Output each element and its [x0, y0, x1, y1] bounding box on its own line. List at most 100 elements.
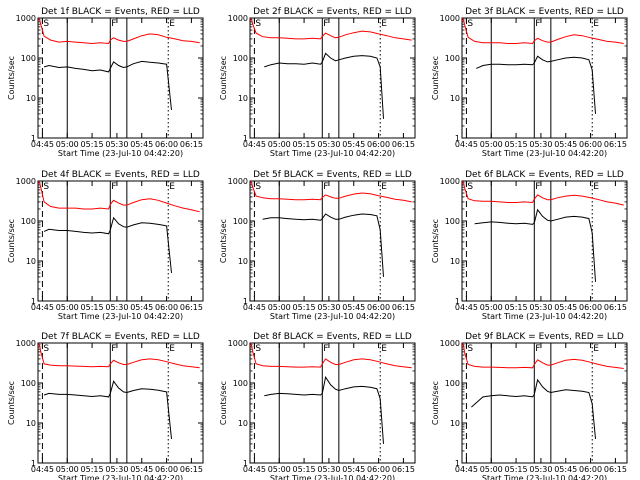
- panel-4-ytick-label: 100: [21, 217, 36, 226]
- panel-1-frame: [37, 17, 204, 139]
- panel-9-xtick-label: 06:15: [604, 465, 627, 474]
- panel-8-ytick-label: 1000: [228, 339, 248, 348]
- panel-3-xtick-label: 06:00: [579, 140, 602, 149]
- panel-9-marker-label: E: [593, 344, 599, 354]
- panel-6-frame: [461, 180, 628, 302]
- panel-4-xtick-label: 06:15: [180, 303, 203, 312]
- panel-7-ytick-label: 1: [31, 459, 36, 468]
- panel-7-series-lld: [38, 342, 200, 369]
- panel-8-ylabel: Counts/sec: [219, 381, 228, 425]
- panel-3-series-lld: [462, 17, 624, 45]
- panel-6-ytick-label: 10: [450, 257, 460, 266]
- panel-7-marker-label: F: [111, 344, 116, 354]
- panel-8-series-lld: [250, 342, 412, 369]
- panel-1-marker-label: S: [43, 19, 49, 29]
- panel-6-xtick-label: 06:15: [604, 303, 627, 312]
- panel-2-xlabel: Start Time (23-Jul-10 04:42:20): [270, 149, 395, 158]
- panel-3-xlabel: Start Time (23-Jul-10 04:42:20): [482, 149, 607, 158]
- panel-8-xtick-label: 06:15: [392, 465, 415, 474]
- panel-6-series-events: [474, 208, 596, 282]
- panel-5-xtick-label: 05:00: [268, 303, 291, 312]
- panel-9-frame: [461, 342, 628, 464]
- panel-7-marker-label: S: [43, 344, 49, 354]
- panel-5-frame: [249, 180, 416, 302]
- panel-7-frame: [37, 342, 204, 464]
- panel-8-marker-label: S: [255, 344, 261, 354]
- panel-8-xtick-label: 06:00: [367, 465, 390, 474]
- panel-2-xtick-label: 06:00: [367, 140, 390, 149]
- panel-2-xtick-label: 06:15: [392, 140, 415, 149]
- panel-2-marker-label: S: [255, 19, 261, 29]
- panel-3-frame: [461, 17, 628, 139]
- panel-7-xtick-label: 06:00: [155, 465, 178, 474]
- panel-6-marker-label: F: [535, 182, 540, 192]
- panel-8-ytick-label: 1: [243, 459, 248, 468]
- panel-4-xtick-label: 05:00: [56, 303, 79, 312]
- panel-7-ytick-label: 10: [26, 419, 36, 428]
- panel-7-xtick-label: 05:45: [130, 465, 153, 474]
- panel-5-ytick-label: 100: [233, 217, 248, 226]
- panel-7-xtick-label: 04:45: [31, 465, 54, 474]
- panel-3-ytick-label: 10: [450, 94, 460, 103]
- panel-8-xlabel: Start Time (23-Jul-10 04:42:20): [270, 474, 395, 480]
- panel-9-series-events: [471, 378, 596, 439]
- panel-1-ytick-label: 1000: [16, 14, 36, 23]
- panel-2-xtick-label: 05:15: [293, 140, 316, 149]
- panel-6-ylabel: Counts/sec: [431, 219, 440, 263]
- panel-4-xtick-label: 04:45: [31, 303, 54, 312]
- panel-1-xlabel: Start Time (23-Jul-10 04:42:20): [58, 149, 183, 158]
- panel-9-xlabel: Start Time (23-Jul-10 04:42:20): [482, 474, 607, 480]
- panel-8-frame: [249, 342, 416, 464]
- panel-3-xtick-label: 05:15: [505, 140, 528, 149]
- panel-8-xtick-label: 05:00: [268, 465, 291, 474]
- panel-1-series-lld: [38, 17, 200, 45]
- panel-4-xtick-label: 05:45: [130, 303, 153, 312]
- panel-7-title: Det 7f BLACK = Events, RED = LLD: [41, 332, 200, 342]
- panel-5-xtick-label: 05:15: [293, 303, 316, 312]
- panel-1-ytick-label: 10: [26, 94, 36, 103]
- panel-4-marker-label: F: [111, 182, 116, 192]
- panel-4-ylabel: Counts/sec: [7, 219, 16, 263]
- panel-4-xlabel: Start Time (23-Jul-10 04:42:20): [58, 312, 183, 321]
- panel-8-xtick-label: 05:30: [317, 465, 340, 474]
- panel-1-xtick-label: 06:00: [155, 140, 178, 149]
- panel-4-ytick-label: 1000: [16, 177, 36, 186]
- panel-5-xtick-label: 05:30: [317, 303, 340, 312]
- panel-5-marker-label: S: [255, 182, 261, 192]
- panel-3-xtick-label: 05:45: [554, 140, 577, 149]
- panel-2-xtick-label: 05:45: [342, 140, 365, 149]
- panel-9-marker-label: F: [535, 344, 540, 354]
- panel-4-marker-label: E: [169, 182, 175, 192]
- panel-6-xtick-label: 05:00: [480, 303, 503, 312]
- panel-5-xtick-label: 04:45: [243, 303, 266, 312]
- panel-9-xtick-label: 05:45: [554, 465, 577, 474]
- panel-8-xtick-label: 05:15: [293, 465, 316, 474]
- panel-6-marker-label: S: [467, 182, 473, 192]
- panel-4-ytick-label: 1: [31, 297, 36, 306]
- panel-5-xlabel: Start Time (23-Jul-10 04:42:20): [270, 312, 395, 321]
- panel-5-ylabel: Counts/sec: [219, 219, 228, 263]
- panel-3-xtick-label: 06:15: [604, 140, 627, 149]
- panel-1-marker-label: F: [111, 19, 116, 29]
- panel-7-series-events: [43, 380, 172, 439]
- panel-3-ytick-label: 1000: [440, 14, 460, 23]
- panel-3-title: Det 3f BLACK = Events, RED = LLD: [465, 7, 624, 17]
- panel-3-ytick-label: 100: [445, 54, 460, 63]
- panel-3-ylabel: Counts/sec: [431, 56, 440, 100]
- panel-2-ylabel: Counts/sec: [219, 56, 228, 100]
- panel-5-title: Det 5f BLACK = Events, RED = LLD: [253, 170, 412, 180]
- panel-3-series-events: [476, 55, 596, 114]
- panel-8-marker-label: E: [381, 344, 387, 354]
- panel-3-marker-label: E: [593, 19, 599, 29]
- panel-6-xlabel: Start Time (23-Jul-10 04:42:20): [482, 312, 607, 321]
- panel-7-ytick-label: 1000: [16, 339, 36, 348]
- panel-6-ytick-label: 100: [445, 217, 460, 226]
- panel-6-xtick-label: 06:00: [579, 303, 602, 312]
- panel-2-xtick-label: 05:30: [317, 140, 340, 149]
- panel-5-ytick-label: 1: [243, 297, 248, 306]
- panel-9-xtick-label: 05:00: [480, 465, 503, 474]
- panel-9-title: Det 9f BLACK = Events, RED = LLD: [465, 332, 624, 342]
- panel-2-ytick-label: 100: [233, 54, 248, 63]
- panel-2-xtick-label: 04:45: [243, 140, 266, 149]
- panel-4-ytick-label: 10: [26, 257, 36, 266]
